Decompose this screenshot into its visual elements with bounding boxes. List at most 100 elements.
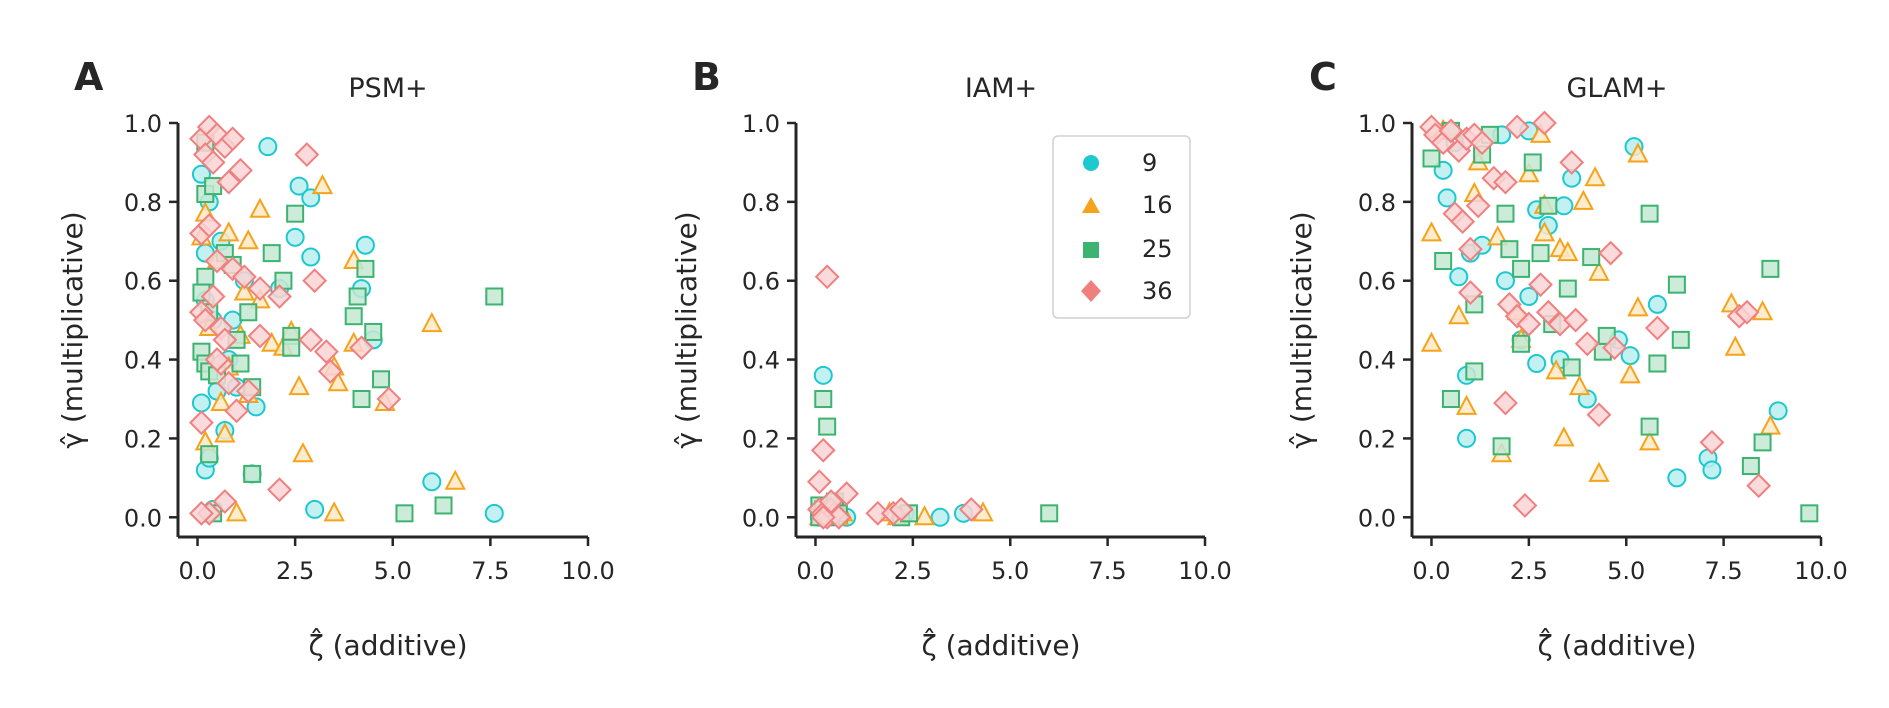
point-series-16 xyxy=(1518,162,1540,183)
point-series-36 xyxy=(834,481,860,507)
point-series-25 xyxy=(1761,259,1780,278)
point-series-36 xyxy=(1458,236,1483,262)
point-series-16 xyxy=(1455,394,1478,415)
x-tick-label: 7.5 xyxy=(1705,557,1743,585)
y-tick-label: 0.8 xyxy=(1358,189,1396,217)
point-series-25 xyxy=(364,322,383,341)
point-series-25 xyxy=(262,244,281,263)
point-series-16 xyxy=(1627,296,1649,317)
y-tick-label: 1.0 xyxy=(124,110,162,138)
x-tick-label: 0.0 xyxy=(178,557,216,585)
point-series-25 xyxy=(485,287,504,306)
y-tick-label: 1.0 xyxy=(742,110,780,138)
x-tick-label: 7.5 xyxy=(471,557,509,585)
point-series-25 xyxy=(1640,417,1659,436)
x-tick-label: 2.5 xyxy=(894,557,932,585)
point-series-25 xyxy=(243,464,262,483)
point-series-36 xyxy=(1602,335,1627,361)
legend: 9 16 25 36 xyxy=(1052,135,1191,319)
point-series-36 xyxy=(1469,130,1495,156)
point-series-16 xyxy=(1638,430,1661,451)
panel-letter-a: A xyxy=(74,55,104,99)
legend-label-36: 36 xyxy=(1142,277,1173,305)
point-series-36 xyxy=(200,150,226,175)
y-tick-label: 0.8 xyxy=(742,189,780,217)
point-series-25 xyxy=(818,417,837,436)
point-series-36 xyxy=(376,386,402,412)
point-series-9 xyxy=(355,235,375,255)
x-tick-label: 10.0 xyxy=(561,557,614,585)
point-series-36 xyxy=(958,496,984,522)
panel-a: A PSM+ ζ̂ (additive) γ̂ (multiplicative)… xyxy=(56,55,615,662)
point-series-25 xyxy=(1558,279,1577,298)
point-series-36 xyxy=(1516,311,1542,337)
point-series-36 xyxy=(228,157,253,183)
legend-label-16: 16 xyxy=(1142,191,1173,219)
point-series-25 xyxy=(1492,437,1511,456)
point-series-9 xyxy=(1437,188,1457,208)
y-tick-label: 0.2 xyxy=(742,425,780,453)
point-series-25 xyxy=(239,303,258,322)
point-series-25 xyxy=(1465,362,1484,381)
point-series-25 xyxy=(1640,204,1659,223)
plot-area-b xyxy=(806,264,1059,530)
point-series-25 xyxy=(1500,240,1519,259)
point-series-9 xyxy=(1457,428,1477,448)
point-series-9 xyxy=(1667,468,1687,488)
point-series-36 xyxy=(1450,209,1476,234)
point-series-36 xyxy=(192,307,218,333)
point-series-36 xyxy=(267,477,292,503)
y-tick-label: 0.0 xyxy=(124,504,162,532)
point-series-36 xyxy=(1746,473,1772,499)
y-tick-label: 0.2 xyxy=(124,425,162,453)
x-tick-label: 2.5 xyxy=(1510,557,1548,585)
point-series-9 xyxy=(1449,267,1469,287)
legend-label-25: 25 xyxy=(1142,235,1173,263)
point-series-36 xyxy=(818,489,844,514)
panel-c: C GLAM+ ζ̂ (additive) γ̂ (multiplicative… xyxy=(1285,55,1848,662)
point-series-16 xyxy=(288,375,310,396)
point-series-9 xyxy=(813,365,833,385)
point-series-36 xyxy=(317,358,343,384)
point-series-16 xyxy=(323,501,345,522)
point-series-16 xyxy=(225,501,248,522)
point-series-36 xyxy=(806,469,832,495)
point-series-25 xyxy=(434,496,453,515)
point-series-36 xyxy=(1535,299,1561,325)
panel-b: B IAM+ ζ̂ (additive) γ̂ (multiplicative)… xyxy=(670,55,1232,662)
point-series-36 xyxy=(267,284,292,309)
point-series-16 xyxy=(1553,426,1575,447)
point-series-36 xyxy=(204,248,230,274)
point-series-25 xyxy=(196,267,215,286)
x-axis-label-c: ζ̂ (additive) xyxy=(1537,626,1696,662)
point-series-36 xyxy=(189,410,214,436)
point-series-16 xyxy=(421,311,443,333)
y-tick-label: 0.2 xyxy=(1358,425,1396,453)
plot-area-c xyxy=(1419,110,1819,523)
point-series-9 xyxy=(930,507,950,527)
y-axis-label-c: γ̂ (multiplicative) xyxy=(1285,211,1318,448)
point-series-36 xyxy=(1586,402,1612,428)
x-tick-label: 7.5 xyxy=(1089,557,1127,585)
point-series-16 xyxy=(444,469,466,490)
point-series-36 xyxy=(1644,315,1670,341)
point-series-25 xyxy=(352,390,371,408)
point-series-16 xyxy=(311,173,334,195)
y-tick-label: 0.6 xyxy=(1358,268,1396,296)
point-series-16 xyxy=(1724,335,1746,356)
point-series-36 xyxy=(1559,150,1585,175)
y-axis-label-b: γ̂ (multiplicative) xyxy=(670,211,703,448)
point-series-9 xyxy=(484,503,504,523)
point-series-16 xyxy=(210,390,232,411)
y-tick-label: 0.0 xyxy=(742,504,780,532)
point-series-36 xyxy=(1532,110,1557,136)
point-series-16 xyxy=(1420,331,1443,352)
y-tick-label: 0.4 xyxy=(1358,347,1396,375)
point-series-36 xyxy=(1734,299,1760,325)
x-tick-label: 2.5 xyxy=(276,557,314,585)
point-series-16 xyxy=(292,442,314,463)
point-series-16 xyxy=(1588,461,1610,482)
point-series-25 xyxy=(1434,252,1453,270)
point-series-16 xyxy=(237,229,259,250)
panel-letter-c: C xyxy=(1309,55,1337,99)
